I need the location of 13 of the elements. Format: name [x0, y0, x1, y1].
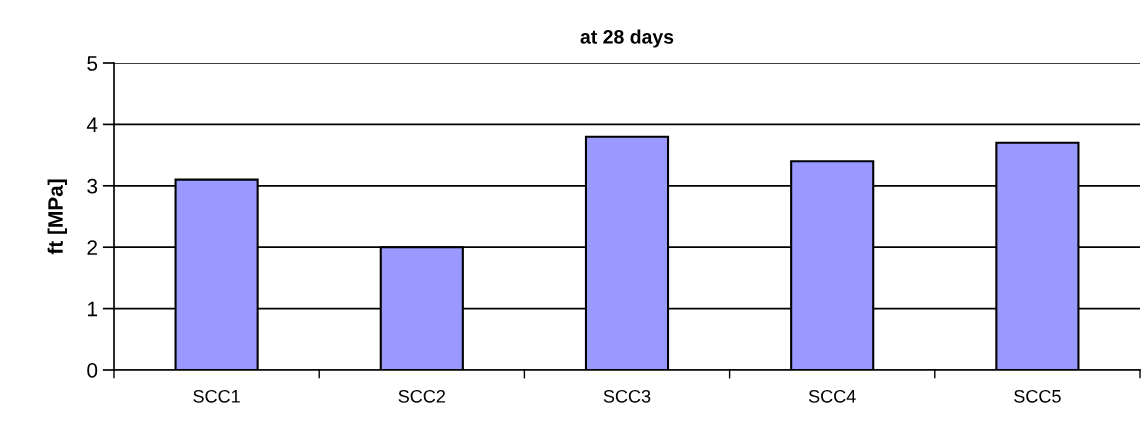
- y-tick-label: 3: [87, 178, 98, 194]
- x-tick-label: SCC5: [1014, 389, 1061, 403]
- x-tick-label: SCC4: [808, 389, 856, 403]
- y-tick-label: 1: [88, 301, 98, 317]
- y-tick-label: 5: [87, 56, 98, 71]
- x-tick-label: SCC1: [193, 389, 240, 403]
- x-tick-label: SCC3: [603, 389, 651, 403]
- chart-title: at 28 days: [580, 29, 674, 48]
- y-tick-label: 2: [87, 240, 97, 255]
- y-tick-label: 4: [86, 117, 98, 132]
- y-axis-title: ft [MPa]: [47, 179, 67, 255]
- x-tick-label: SCC2: [398, 389, 445, 403]
- y-tick-label: 0: [87, 363, 98, 378]
